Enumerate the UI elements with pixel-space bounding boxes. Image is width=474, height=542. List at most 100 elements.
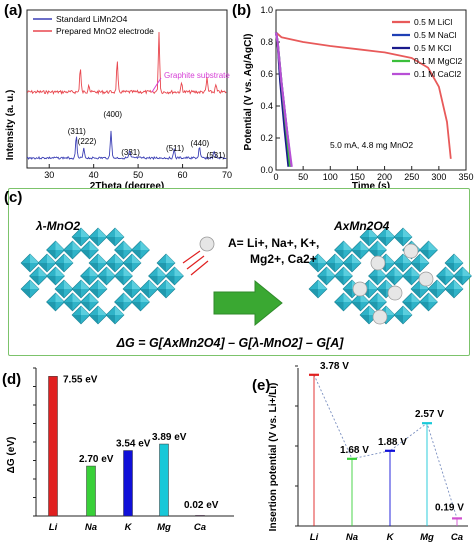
e-category-ca: Ca xyxy=(451,532,463,542)
d-label-na: 2.70 eV xyxy=(79,454,114,465)
inserted-ion-1 xyxy=(403,243,419,259)
e-category-li: Li xyxy=(310,532,319,542)
c-left-oct-2 xyxy=(105,227,125,247)
c-right-oct-13 xyxy=(410,253,430,273)
panel-b-xlabel: Time (s) xyxy=(352,181,390,192)
c-left-oct-17 xyxy=(80,266,99,286)
c-left-oct-33 xyxy=(131,292,150,312)
inserted-ion-3 xyxy=(387,285,403,301)
hkl-label-3: (400) xyxy=(103,110,122,119)
b-xtick-label-7: 350 xyxy=(458,172,473,182)
e-label-mg: 2.57 V xyxy=(415,409,444,420)
c-left-oct-16 xyxy=(46,266,65,286)
c-left-oct-11 xyxy=(88,253,108,273)
inserted-ion-5 xyxy=(372,309,388,325)
panel-e-ylabel: Insertion potential (V vs. Li+/Li) xyxy=(268,383,279,532)
hkl-label-7: (531) xyxy=(207,151,226,160)
e-connecting-line xyxy=(313,374,458,519)
panel-b-frame xyxy=(275,9,467,171)
legend-prepared-label: Prepared MnO2 electrode xyxy=(56,26,154,36)
c-right-oct-32 xyxy=(402,292,421,312)
c-left-oct-30 xyxy=(63,292,82,312)
panel-b: (b) Potential (V vs. Ag/AgCl) 0 50 100 150 2… xyxy=(232,2,474,192)
c-left-oct-23 xyxy=(54,279,74,299)
inserted-ion-0 xyxy=(370,255,386,271)
c-left-oct-31 xyxy=(80,292,99,312)
panel-b-label: (b) xyxy=(232,2,251,19)
c-left-oct-10 xyxy=(54,253,74,273)
d-category-li: Li xyxy=(49,522,58,533)
c-left-oct-21 xyxy=(165,266,184,286)
c-right-oct-4 xyxy=(351,240,370,260)
legend-standard-label: Standard LiMn2O4 xyxy=(56,14,128,24)
b-xtick-label-1: 50 xyxy=(298,172,308,182)
axmn2o4-structure xyxy=(308,227,472,325)
standard-limn2o4-pattern xyxy=(26,130,227,161)
c-right-oct-36 xyxy=(393,305,413,325)
ions-line-1: A= Li+, Na+, K+, xyxy=(228,236,319,250)
c-left-oct-13 xyxy=(122,253,142,273)
inserted-ion-4 xyxy=(418,271,434,287)
e-label-k: 1.88 V xyxy=(378,437,407,448)
e-label-na: 1.68 V xyxy=(340,445,369,456)
panel-b-curves xyxy=(274,31,452,167)
c-right-oct-26 xyxy=(410,279,430,299)
b-ytick-label-5: 1.0 xyxy=(260,5,273,15)
b-xtick-label-5: 250 xyxy=(404,172,419,182)
b-legend-label-1: 0.5 M NaCl xyxy=(414,30,457,40)
panel-c-label: (c) xyxy=(4,189,22,206)
c-left-oct-29 xyxy=(46,292,65,312)
c-right-oct-8 xyxy=(308,253,328,273)
hkl-label-5: (511) xyxy=(166,144,184,153)
d-bar-mg xyxy=(159,443,169,517)
c-left-oct-34 xyxy=(71,305,91,325)
d-label-mg: 3.89 eV xyxy=(152,432,187,443)
c-left-oct-27 xyxy=(139,279,159,299)
c-right-oct-28 xyxy=(444,279,464,299)
e-category-na: Na xyxy=(346,532,358,542)
panel-a-xlabel: 2Theta (degree) xyxy=(90,181,164,192)
b-xtick-label-2: 100 xyxy=(323,172,338,182)
c-left-oct-4 xyxy=(63,240,82,260)
c-right-oct-15 xyxy=(317,266,336,286)
panel-e-marks: 3.78 V Li 1.68 V Na 1.88 V K 2.57 V Mg 0.19 V Ca xyxy=(295,361,464,542)
d-category-ca: Ca xyxy=(194,522,206,533)
panel-d-bars: 7.55 eV Li 2.70 eV Na 3.54 eV K 3.89 eV Mg 0.02 … xyxy=(48,374,219,533)
hkl-label-1: (311) xyxy=(68,127,86,136)
d-bar-na xyxy=(86,465,96,517)
c-right-oct-27 xyxy=(427,279,447,299)
panel-a-frame xyxy=(26,9,228,169)
b-legend-label-4: 0.1 M CaCl2 xyxy=(414,69,462,79)
c-right-oct-20 xyxy=(436,266,455,286)
b-legend-label-3: 0.1 M MgCl2 xyxy=(414,56,462,66)
e-category-k: K xyxy=(387,532,395,542)
panel-b-note: 5.0 mA, 4.8 mg MnO2 xyxy=(330,140,413,150)
a-xtick-label-0: 30 xyxy=(44,170,54,180)
e-label-li: 3.78 V xyxy=(320,361,349,372)
panel-a-hkl-labels: (311)(222) (400) (331) (511) (440) (531) xyxy=(68,110,226,160)
b-ytick-label-2: 0.4 xyxy=(260,101,273,111)
c-left-oct-36 xyxy=(105,305,125,325)
panel-a: (a) Intensity (a. u.) 30 40 50 60 70 2Theta … xyxy=(4,2,232,192)
d-label-li: 7.55 eV xyxy=(63,374,98,385)
b-curve-0 xyxy=(275,31,452,159)
d-bar-li xyxy=(48,376,58,517)
c-left-oct-22 xyxy=(20,279,40,299)
delta-g-equation: ΔG = G[AxMn2O4] – G[λ-MnO2] – G[A] xyxy=(116,336,345,350)
b-xtick-label-4: 200 xyxy=(377,172,392,182)
panel-a-ylabel: Intensity (a. u.) xyxy=(5,90,16,161)
c-left-oct-8 xyxy=(20,253,40,273)
c-left-oct-1 xyxy=(88,227,108,247)
c-left-oct-7 xyxy=(131,240,150,260)
panel-a-legend: Standard LiMn2O4 Prepared MnO2 electrode xyxy=(33,14,154,36)
c-left-oct-19 xyxy=(114,266,133,286)
c-right-oct-7 xyxy=(419,240,438,260)
panel-b-ticks: 0 50 100 150 200 250 300 350 0.0 0.2 0.4 0.6 0.8 1.0 xyxy=(260,5,473,182)
c-right-oct-2 xyxy=(393,227,413,247)
d-category-na: Na xyxy=(85,522,97,533)
hkl-label-2: (222) xyxy=(78,137,97,146)
panel-e-label: (e) xyxy=(252,377,270,394)
c-left-oct-25 xyxy=(88,279,108,299)
panel-c-drawing: (c) λ-MnO2 AxMn2O4 A= Li+, Na+, K+, Mg2+… xyxy=(4,189,472,350)
b-curve-4 xyxy=(274,32,293,167)
